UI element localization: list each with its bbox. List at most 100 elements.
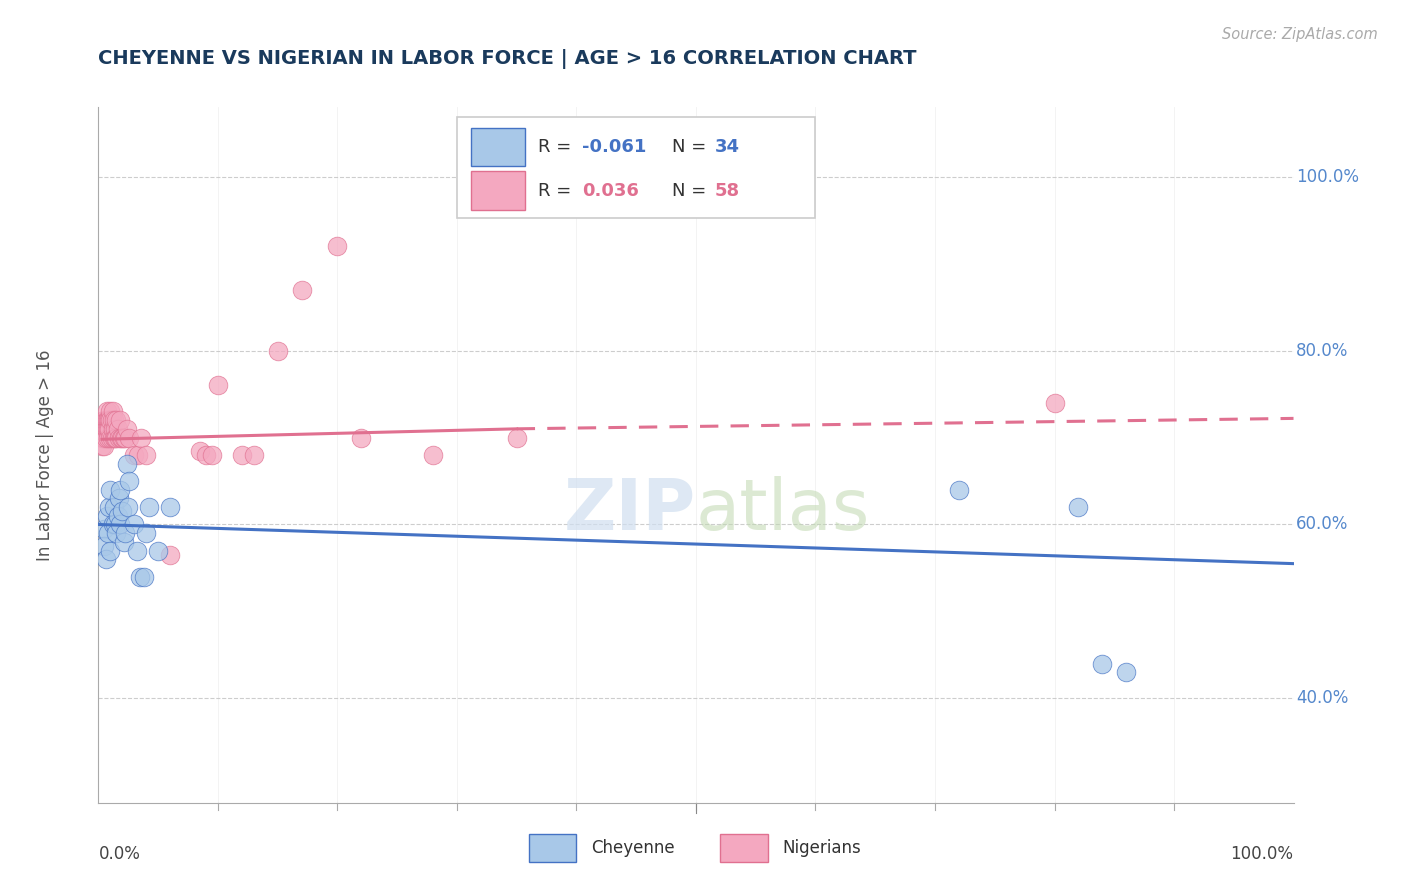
Point	[207, 378, 229, 392]
Point	[290, 283, 312, 297]
Point	[108, 483, 131, 497]
Point	[194, 448, 217, 462]
Text: In Labor Force | Age > 16: In Labor Force | Age > 16	[35, 349, 53, 561]
Point	[350, 431, 373, 445]
Text: R =: R =	[538, 182, 578, 200]
FancyBboxPatch shape	[471, 171, 524, 210]
Text: Source: ZipAtlas.com: Source: ZipAtlas.com	[1222, 27, 1378, 42]
Point	[107, 431, 129, 445]
Point	[97, 431, 120, 445]
Point	[96, 413, 118, 427]
Point	[506, 431, 529, 445]
Text: Nigerians: Nigerians	[782, 839, 860, 857]
Point	[98, 404, 122, 418]
Point	[105, 413, 128, 427]
Text: 0.0%: 0.0%	[98, 845, 141, 863]
Point	[132, 570, 155, 584]
Point	[93, 439, 115, 453]
Text: N =: N =	[672, 137, 711, 156]
Point	[98, 413, 121, 427]
Text: N =: N =	[672, 182, 711, 200]
Text: 0.036: 0.036	[582, 182, 640, 200]
Text: 34: 34	[716, 137, 740, 156]
Point	[108, 413, 131, 427]
Point	[107, 508, 129, 523]
Point	[1115, 665, 1137, 680]
Point	[98, 500, 121, 514]
Point	[97, 413, 120, 427]
Point	[124, 517, 146, 532]
Point	[101, 517, 124, 532]
Point	[1091, 657, 1114, 671]
Text: 100.0%: 100.0%	[1230, 845, 1294, 863]
Point	[104, 422, 127, 436]
Text: 40.0%: 40.0%	[1296, 690, 1348, 707]
Point	[127, 448, 149, 462]
FancyBboxPatch shape	[720, 834, 768, 862]
Point	[112, 431, 135, 445]
Point	[108, 517, 131, 532]
Point	[948, 483, 970, 497]
Point	[94, 422, 117, 436]
FancyBboxPatch shape	[471, 128, 524, 166]
Point	[118, 474, 141, 488]
Point	[101, 404, 124, 418]
Text: atlas: atlas	[696, 476, 870, 545]
Point	[103, 431, 125, 445]
Point	[131, 431, 153, 445]
Point	[98, 431, 122, 445]
Point	[110, 431, 132, 445]
Text: -0.061: -0.061	[582, 137, 647, 156]
Point	[1067, 500, 1090, 514]
FancyBboxPatch shape	[529, 834, 576, 862]
Text: 60.0%: 60.0%	[1296, 516, 1348, 533]
Point	[124, 448, 146, 462]
Point	[94, 431, 117, 445]
Point	[98, 422, 121, 436]
Point	[326, 239, 349, 253]
Text: R =: R =	[538, 137, 578, 156]
Point	[104, 431, 127, 445]
Point	[96, 508, 118, 523]
Point	[117, 500, 139, 514]
Text: ZIP: ZIP	[564, 476, 696, 545]
Point	[1043, 396, 1066, 410]
Point	[103, 413, 125, 427]
Point	[112, 535, 135, 549]
Point	[114, 431, 136, 445]
Point	[98, 543, 122, 558]
Text: Cheyenne: Cheyenne	[591, 839, 675, 857]
Point	[97, 526, 120, 541]
Point	[93, 431, 115, 445]
Point	[129, 570, 152, 584]
Point	[135, 526, 157, 541]
Point	[93, 522, 115, 536]
Point	[94, 413, 117, 427]
Point	[159, 500, 181, 514]
Point	[105, 431, 128, 445]
Point	[111, 504, 134, 518]
Point	[107, 491, 129, 506]
Point	[96, 422, 118, 436]
Point	[93, 539, 115, 553]
Point	[91, 431, 114, 445]
Point	[231, 448, 253, 462]
Point	[243, 448, 266, 462]
Point	[100, 431, 122, 445]
Point	[267, 343, 290, 358]
Point	[107, 422, 129, 436]
Point	[93, 413, 115, 427]
Point	[97, 422, 120, 436]
Point	[115, 457, 138, 471]
Point	[135, 448, 157, 462]
Text: 80.0%: 80.0%	[1296, 342, 1348, 359]
Point	[91, 422, 114, 436]
Text: 58: 58	[716, 182, 740, 200]
Point	[91, 431, 114, 445]
Point	[98, 413, 122, 427]
Point	[188, 443, 211, 458]
Point	[125, 543, 148, 558]
Point	[115, 422, 138, 436]
Point	[159, 548, 181, 562]
Point	[138, 500, 160, 514]
